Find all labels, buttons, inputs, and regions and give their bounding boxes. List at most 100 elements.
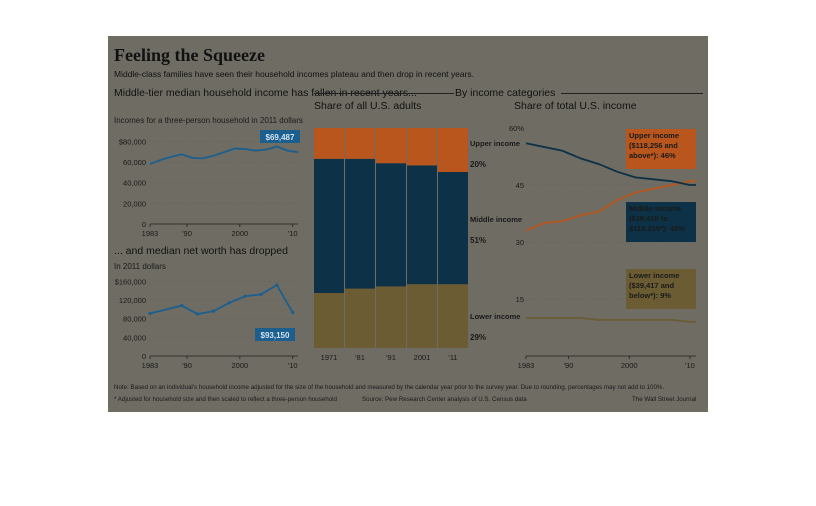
adults-bar-segment (376, 163, 406, 287)
adults-bar-segment (314, 128, 344, 159)
networth-xtick-label: '10 (288, 361, 298, 370)
adults-bar-segment (407, 284, 437, 348)
adults-series-label: Upper income (470, 139, 520, 148)
networth-callout-box (255, 328, 295, 341)
adults-series-value: 20% (470, 160, 486, 169)
networth-point (275, 283, 279, 287)
networth-point (211, 309, 216, 313)
share-ytick-label: 15 (516, 295, 524, 304)
adults-bar-segment (407, 128, 437, 166)
adults-bar-segment (345, 158, 375, 289)
networth-point (243, 294, 247, 298)
share-series-label-box (626, 202, 696, 242)
income-series-line (149, 145, 299, 165)
networth-ytick-label: 40,000 (123, 333, 146, 342)
networth-ytick-label: 80,000 (123, 315, 146, 324)
adults-bar-segment (314, 158, 344, 293)
adults-xtick-label: '11 (448, 353, 457, 362)
adults-xtick-label: 1971 (321, 353, 338, 362)
networth-chart-title: ... and median net worth has dropped (114, 245, 288, 257)
share-xtick-label: '10 (685, 361, 695, 370)
footnote: Note: Based on an individual's household… (114, 384, 665, 391)
income-ytick-label: 40,000 (123, 179, 146, 188)
share-series-label-line: Middle income (629, 204, 681, 213)
share-series-line (525, 142, 696, 186)
share-series-label: Middle income ($39,418 to $118,255*): 45% (629, 204, 685, 233)
adults-bar-segment (438, 284, 468, 348)
adults-bar-segment (438, 128, 468, 172)
infographic-panel: Feeling the Squeeze Middle-class familie… (108, 36, 708, 412)
adults-bar-segment (376, 286, 406, 348)
share-series-label-line: Upper income (629, 131, 679, 140)
infographic-title: Feeling the Squeeze (114, 45, 265, 65)
infographic-subtitle: Middle-class families have seen their ho… (114, 69, 475, 79)
income-xtick-label: 2000 (232, 229, 249, 238)
networth-point (148, 311, 152, 316)
networth-ytick-label: $160,000 (115, 277, 146, 286)
income-xtick-label: 1983 (142, 229, 159, 238)
income-ytick-label: 0 (142, 220, 146, 229)
share-ytick-label: 45 (516, 181, 524, 190)
share-series-label-line: above*): 46% (629, 151, 676, 160)
adults-xtick-label: '81 (355, 353, 365, 362)
networth-xtick-label: '90 (182, 361, 192, 370)
adults-series-value: 29% (470, 333, 486, 342)
income-ytick-label: 60,000 (123, 158, 146, 167)
section-rule-right (561, 93, 703, 94)
share-series-label: Upper income ($118,256 and above*): 46% (629, 131, 679, 160)
income-chart-ylabel: Incomes for a three-person household in … (114, 116, 303, 125)
networth-point (195, 312, 200, 316)
networth-series-line (149, 283, 294, 315)
source-line: Source: Pew Research Center analysis of … (362, 396, 527, 403)
adults-bar-segment (314, 293, 344, 348)
networth-point (259, 292, 263, 296)
share-series-label-box (626, 129, 696, 169)
adults-bar-segment (407, 165, 437, 285)
adults-chart-title: Share of all U.S. adults (314, 100, 422, 112)
share-series-label-box (626, 269, 696, 309)
footnote-adjusted: * Adjusted for household size and then s… (114, 396, 337, 403)
adults-bar-segment (438, 172, 468, 285)
income-xtick-label: '10 (288, 229, 298, 238)
adults-series-label: Lower income (470, 312, 520, 321)
share-xtick-label: 1983 (518, 361, 535, 370)
adults-bar-segment (345, 128, 375, 159)
share-xtick-label: 2000 (621, 361, 638, 370)
share-series-label-line: ($39,417 and (629, 281, 674, 290)
section-rule-left (314, 93, 454, 94)
share-series-label-line: Lower income (629, 271, 679, 280)
share-series-label-line: $118,255*): 45% (629, 224, 685, 233)
section-label: By income categories (455, 87, 556, 99)
charts-canvas: 0 20,000 40,000 60,000 $80,000 1983 '90 2000 '10… (115, 124, 696, 370)
income-callout-label: $69,487 (266, 133, 295, 142)
credit-line: The Wall Street Journal (632, 396, 697, 403)
adults-series-label: Middle income (470, 215, 522, 224)
networth-ytick-label: 120,000 (119, 296, 146, 305)
networth-xtick-label: 2000 (232, 361, 249, 370)
income-xtick-label: '90 (182, 229, 192, 238)
networth-point (227, 301, 231, 305)
networth-point (180, 304, 184, 308)
share-chart-title: Share of total U.S. income (514, 100, 637, 112)
adults-xtick-label: '91 (386, 353, 396, 362)
share-series-line (525, 180, 696, 232)
adults-xtick-label: 2001 (414, 353, 431, 362)
networth-ytick-label: 0 (142, 352, 146, 361)
networth-chart-ylabel: In 2011 dollars (114, 262, 166, 271)
income-callout-box (260, 130, 300, 143)
networth-xtick-label: 1983 (142, 361, 159, 370)
adults-bar-segment (376, 128, 406, 164)
share-xtick-label: '90 (564, 361, 574, 370)
income-chart-title: Middle-tier median household income has … (114, 87, 417, 99)
networth-point (291, 310, 295, 315)
share-series-line (526, 317, 696, 323)
share-ytick-label: 60% (509, 124, 524, 133)
networth-callout-label: $93,150 (261, 331, 290, 340)
adults-bar-segment (345, 288, 375, 348)
adults-series-value: 51% (470, 236, 486, 245)
income-ytick-label: 20,000 (123, 199, 146, 208)
income-ytick-label: $80,000 (119, 137, 146, 146)
share-series-label-line: below*): 9% (629, 291, 671, 300)
share-ytick-label: 30 (516, 238, 524, 247)
share-series-label: Lower income ($39,417 and below*): 9% (629, 271, 679, 300)
